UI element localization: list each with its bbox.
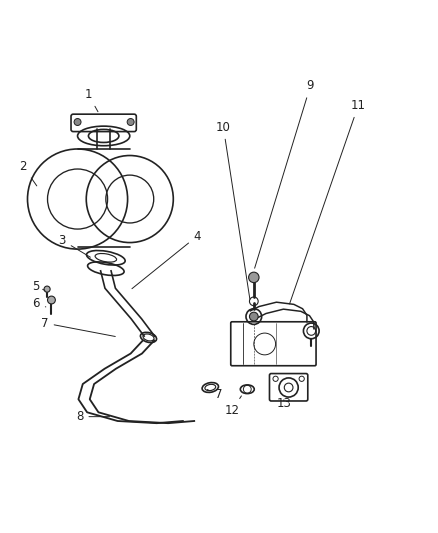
Polygon shape [78, 149, 130, 247]
Circle shape [249, 272, 259, 282]
Text: 5: 5 [32, 280, 45, 293]
Text: 3: 3 [59, 234, 90, 257]
Text: 12: 12 [225, 396, 241, 417]
Circle shape [299, 376, 304, 382]
Circle shape [44, 286, 50, 292]
Text: 7: 7 [41, 317, 115, 336]
Text: 2: 2 [19, 160, 37, 186]
Text: 6: 6 [32, 297, 46, 310]
Text: 9: 9 [254, 79, 314, 268]
FancyBboxPatch shape [269, 374, 308, 401]
Text: 11: 11 [290, 99, 366, 304]
Text: 8: 8 [76, 410, 110, 423]
Circle shape [47, 296, 55, 304]
Text: 10: 10 [216, 121, 250, 300]
Text: 13: 13 [277, 397, 292, 410]
Circle shape [74, 118, 81, 125]
Circle shape [250, 312, 258, 321]
Text: 7: 7 [207, 389, 223, 401]
Text: 1: 1 [85, 88, 98, 112]
FancyBboxPatch shape [71, 114, 136, 132]
Circle shape [127, 118, 134, 125]
FancyBboxPatch shape [231, 322, 316, 366]
Text: 4: 4 [132, 230, 201, 289]
Circle shape [273, 376, 278, 382]
